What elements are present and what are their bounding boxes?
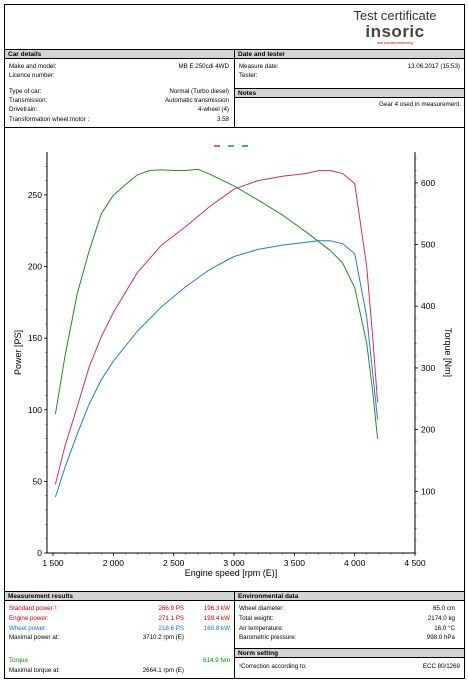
logo-text: insoric bbox=[365, 22, 425, 41]
car-detail-label: Make and model: bbox=[9, 63, 57, 70]
car-details-header: Car details bbox=[4, 49, 235, 59]
y2-tick-label: 600 bbox=[421, 178, 435, 188]
measurement-value-2: 614.9 Nm bbox=[203, 657, 230, 664]
certificate-title: Test certificate bbox=[353, 8, 437, 23]
x-tick-label: 3 000 bbox=[223, 558, 245, 568]
y-tick-label: 100 bbox=[28, 405, 42, 415]
y2-axis-label: Torque [Nm] bbox=[443, 328, 453, 377]
car-detail-value: 4-wheel (4) bbox=[198, 106, 229, 113]
environment-label: Wheel diameter: bbox=[239, 605, 285, 612]
y-tick-label: 200 bbox=[28, 262, 42, 272]
date-tester-header: Date and tester bbox=[234, 49, 465, 59]
environment-label: Air temperature: bbox=[239, 625, 284, 632]
date-tester-label: Measure date: bbox=[239, 63, 279, 70]
measurement-label: Wheel power: bbox=[9, 625, 47, 632]
car-detail-label: Transformation wheel:motor : bbox=[9, 116, 90, 123]
measurement-value-1: 2664.1 rpm (E) bbox=[142, 667, 184, 674]
measurement-label: Maximal torque at: bbox=[9, 667, 60, 674]
environment-value: 16.0 °C bbox=[434, 625, 455, 632]
environment-value: 2174.0 kg bbox=[427, 615, 455, 622]
measurement-value-1: 266.9 PS bbox=[158, 605, 184, 612]
measurement-value-2: 160.8 kW bbox=[203, 625, 230, 632]
measurement-value-2: 199.4 kW bbox=[203, 615, 230, 622]
logo-tagline: and precise measuring bbox=[377, 41, 413, 45]
y-tick-label: 0 bbox=[37, 548, 42, 558]
measurement-label: Maximal power at: bbox=[9, 634, 60, 641]
measurement-value-1: 218.6 PS bbox=[158, 625, 184, 632]
series-line-1 bbox=[54, 240, 379, 498]
x-axis-label: Engine speed [rpm (E)] bbox=[185, 568, 278, 578]
car-detail-label: Transmission: bbox=[9, 97, 48, 104]
car-detail-label: Drivetrain: bbox=[9, 106, 38, 113]
x-tick-label: 2 000 bbox=[103, 558, 125, 568]
y-tick-label: 50 bbox=[33, 476, 43, 486]
norm-value: ECC 80/1269 bbox=[422, 663, 460, 670]
measurement-value-1: 3710.2 rpm (E) bbox=[142, 634, 184, 641]
x-tick-label: 4 000 bbox=[344, 558, 366, 568]
car-detail-value: Normal (Turbo diesel) bbox=[169, 88, 229, 95]
y2-tick-label: 500 bbox=[421, 240, 435, 250]
series-line-2 bbox=[54, 168, 379, 439]
environment-header: Environmental data bbox=[234, 591, 465, 601]
series-line-0 bbox=[54, 170, 379, 485]
norm-header: Norm setting bbox=[234, 648, 465, 658]
y-axis-label: Power [PS] bbox=[13, 330, 23, 375]
y-tick-label: 150 bbox=[28, 333, 42, 343]
y-tick-label: 250 bbox=[28, 190, 42, 200]
environment-value: 998.0 hPa bbox=[426, 634, 455, 641]
y2-tick-label: 200 bbox=[421, 425, 435, 435]
environment-label: Barometric pressure: bbox=[239, 634, 297, 641]
measurement-value-1: 271.1 PS bbox=[158, 615, 184, 622]
car-detail-label: Type of car: bbox=[9, 88, 42, 95]
power-torque-chart: 1 500 2 000 2 500 3 000 3 500 4 000 4 500 0 50 10… bbox=[13, 145, 453, 578]
measurement-value-2: 196.3 kW bbox=[203, 605, 230, 612]
measurement-label: Engine power: bbox=[9, 615, 49, 622]
car-detail-value: Automatic transmission bbox=[165, 97, 229, 104]
x-tick-label: 2 500 bbox=[163, 558, 185, 568]
date-tester-label: Tester: bbox=[239, 72, 258, 79]
car-detail-value: MB E 250cdi 4WD bbox=[178, 63, 229, 70]
measurement-label: Standard power ¹: bbox=[9, 605, 59, 612]
notes-text: Gear 4 used in measurement. bbox=[379, 101, 461, 108]
x-tick-label: 4 500 bbox=[404, 558, 426, 568]
measurement-header: Measurement results bbox=[4, 591, 235, 601]
y2-tick-label: 100 bbox=[421, 486, 435, 496]
y2-tick-label: 300 bbox=[421, 363, 435, 373]
y2-tick-label: 400 bbox=[421, 301, 435, 311]
measurement-label: Torque bbox=[9, 657, 28, 664]
x-tick-label: 1 500 bbox=[42, 558, 64, 568]
environment-value: 65.0 cm bbox=[432, 605, 455, 612]
environment-label: Total weight: bbox=[239, 615, 274, 622]
car-detail-label: Licence number: bbox=[9, 72, 55, 79]
x-tick-label: 3 500 bbox=[284, 558, 306, 568]
car-detail-value: 3.58 bbox=[216, 116, 229, 123]
brand-logo: insoric bbox=[345, 22, 445, 42]
norm-label: ¹Correction according to: bbox=[239, 663, 307, 670]
notes-header: Notes bbox=[234, 88, 465, 98]
date-tester-value: 13.06.2017 (15:53) bbox=[407, 63, 460, 70]
